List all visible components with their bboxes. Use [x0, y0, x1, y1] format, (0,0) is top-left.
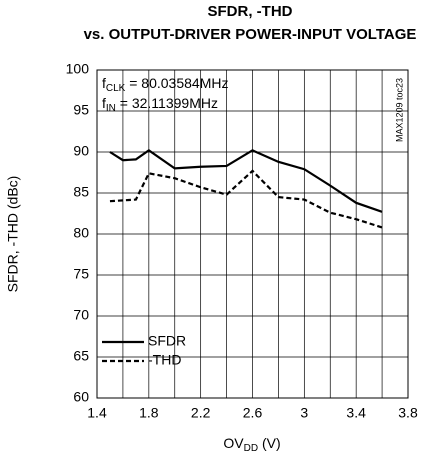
series-line — [109, 149, 383, 213]
y-tick-label: 100 — [66, 61, 90, 77]
annotation: fIN = 32.11399MHz — [102, 95, 218, 114]
x-tick-label: 1.4 — [87, 405, 107, 421]
annotation-main: f — [102, 75, 106, 91]
y-tick-label: 75 — [73, 266, 89, 282]
chart-subtitle: vs. OUTPUT-DRIVER POWER-INPUT VOLTAGE — [84, 26, 417, 43]
y-tick-label: 85 — [73, 184, 89, 200]
x-label-main: OV — [223, 435, 244, 451]
annotation-rest: = 32.11399MHz — [116, 95, 218, 111]
side-note: MAX1209 toc23 — [394, 78, 404, 142]
y-tick-label: 95 — [73, 102, 89, 118]
series-line — [109, 169, 383, 229]
x-tick-label: 3.4 — [346, 405, 366, 421]
x-label-rest: (V) — [258, 435, 281, 451]
annotation-main: f — [102, 95, 106, 111]
annotation-rest: = 80.03584MHz — [125, 75, 228, 91]
x-tick-label: 1.8 — [139, 405, 159, 421]
y-tick-label: 65 — [73, 348, 89, 364]
y-tick-label: 90 — [73, 143, 89, 159]
chart-title: SFDR, -THD — [208, 3, 293, 20]
x-tick-label: 3.8 — [398, 405, 418, 421]
plot-frame — [96, 69, 409, 399]
legend-label: -THD — [148, 352, 181, 368]
y-tick-label: 70 — [73, 307, 89, 323]
x-tick-label: 2.6 — [243, 405, 263, 421]
annotation-sub: CLK — [106, 83, 126, 94]
y-tick-label: 80 — [73, 225, 89, 241]
x-axis-label: OVDD (V) — [223, 435, 280, 454]
x-label-sub: DD — [244, 443, 258, 454]
x-tick-label: 2.2 — [191, 405, 211, 421]
y-axis-label: SFDR, -THD (dBc) — [5, 176, 21, 293]
annotation: fCLK = 80.03584MHz — [102, 75, 228, 94]
y-tick-label: 60 — [73, 389, 89, 405]
legend-label: SFDR — [148, 333, 186, 349]
annotation-sub: IN — [106, 103, 116, 114]
x-tick-label: 3 — [300, 405, 308, 421]
